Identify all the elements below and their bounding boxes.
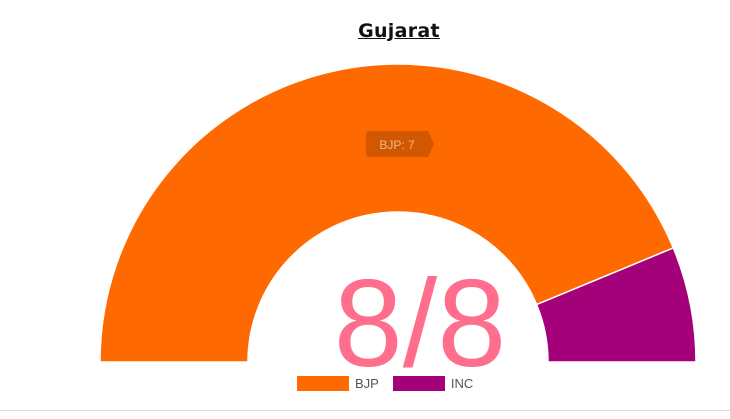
chart-title: Gujarat (358, 20, 440, 42)
slice-inc[interactable] (535, 246, 697, 363)
legend-item-bjp[interactable]: BJP (297, 376, 379, 391)
legend: BJP INC (297, 376, 487, 391)
bottom-divider (0, 410, 730, 411)
legend-swatch-inc (392, 376, 445, 391)
slices (99, 63, 697, 363)
tooltip-text: BJP: 7 (379, 138, 415, 152)
legend-label-bjp: BJP (355, 376, 379, 391)
tooltip: BJP: 7 (366, 131, 434, 157)
legend-item-inc[interactable]: INC (392, 376, 474, 391)
legend-label-inc: INC (450, 376, 474, 391)
slice-bjp[interactable] (99, 63, 675, 363)
center-count-label: 8/8 (333, 255, 507, 393)
tooltip-box (366, 131, 434, 157)
legend-swatch-bjp (297, 376, 349, 391)
